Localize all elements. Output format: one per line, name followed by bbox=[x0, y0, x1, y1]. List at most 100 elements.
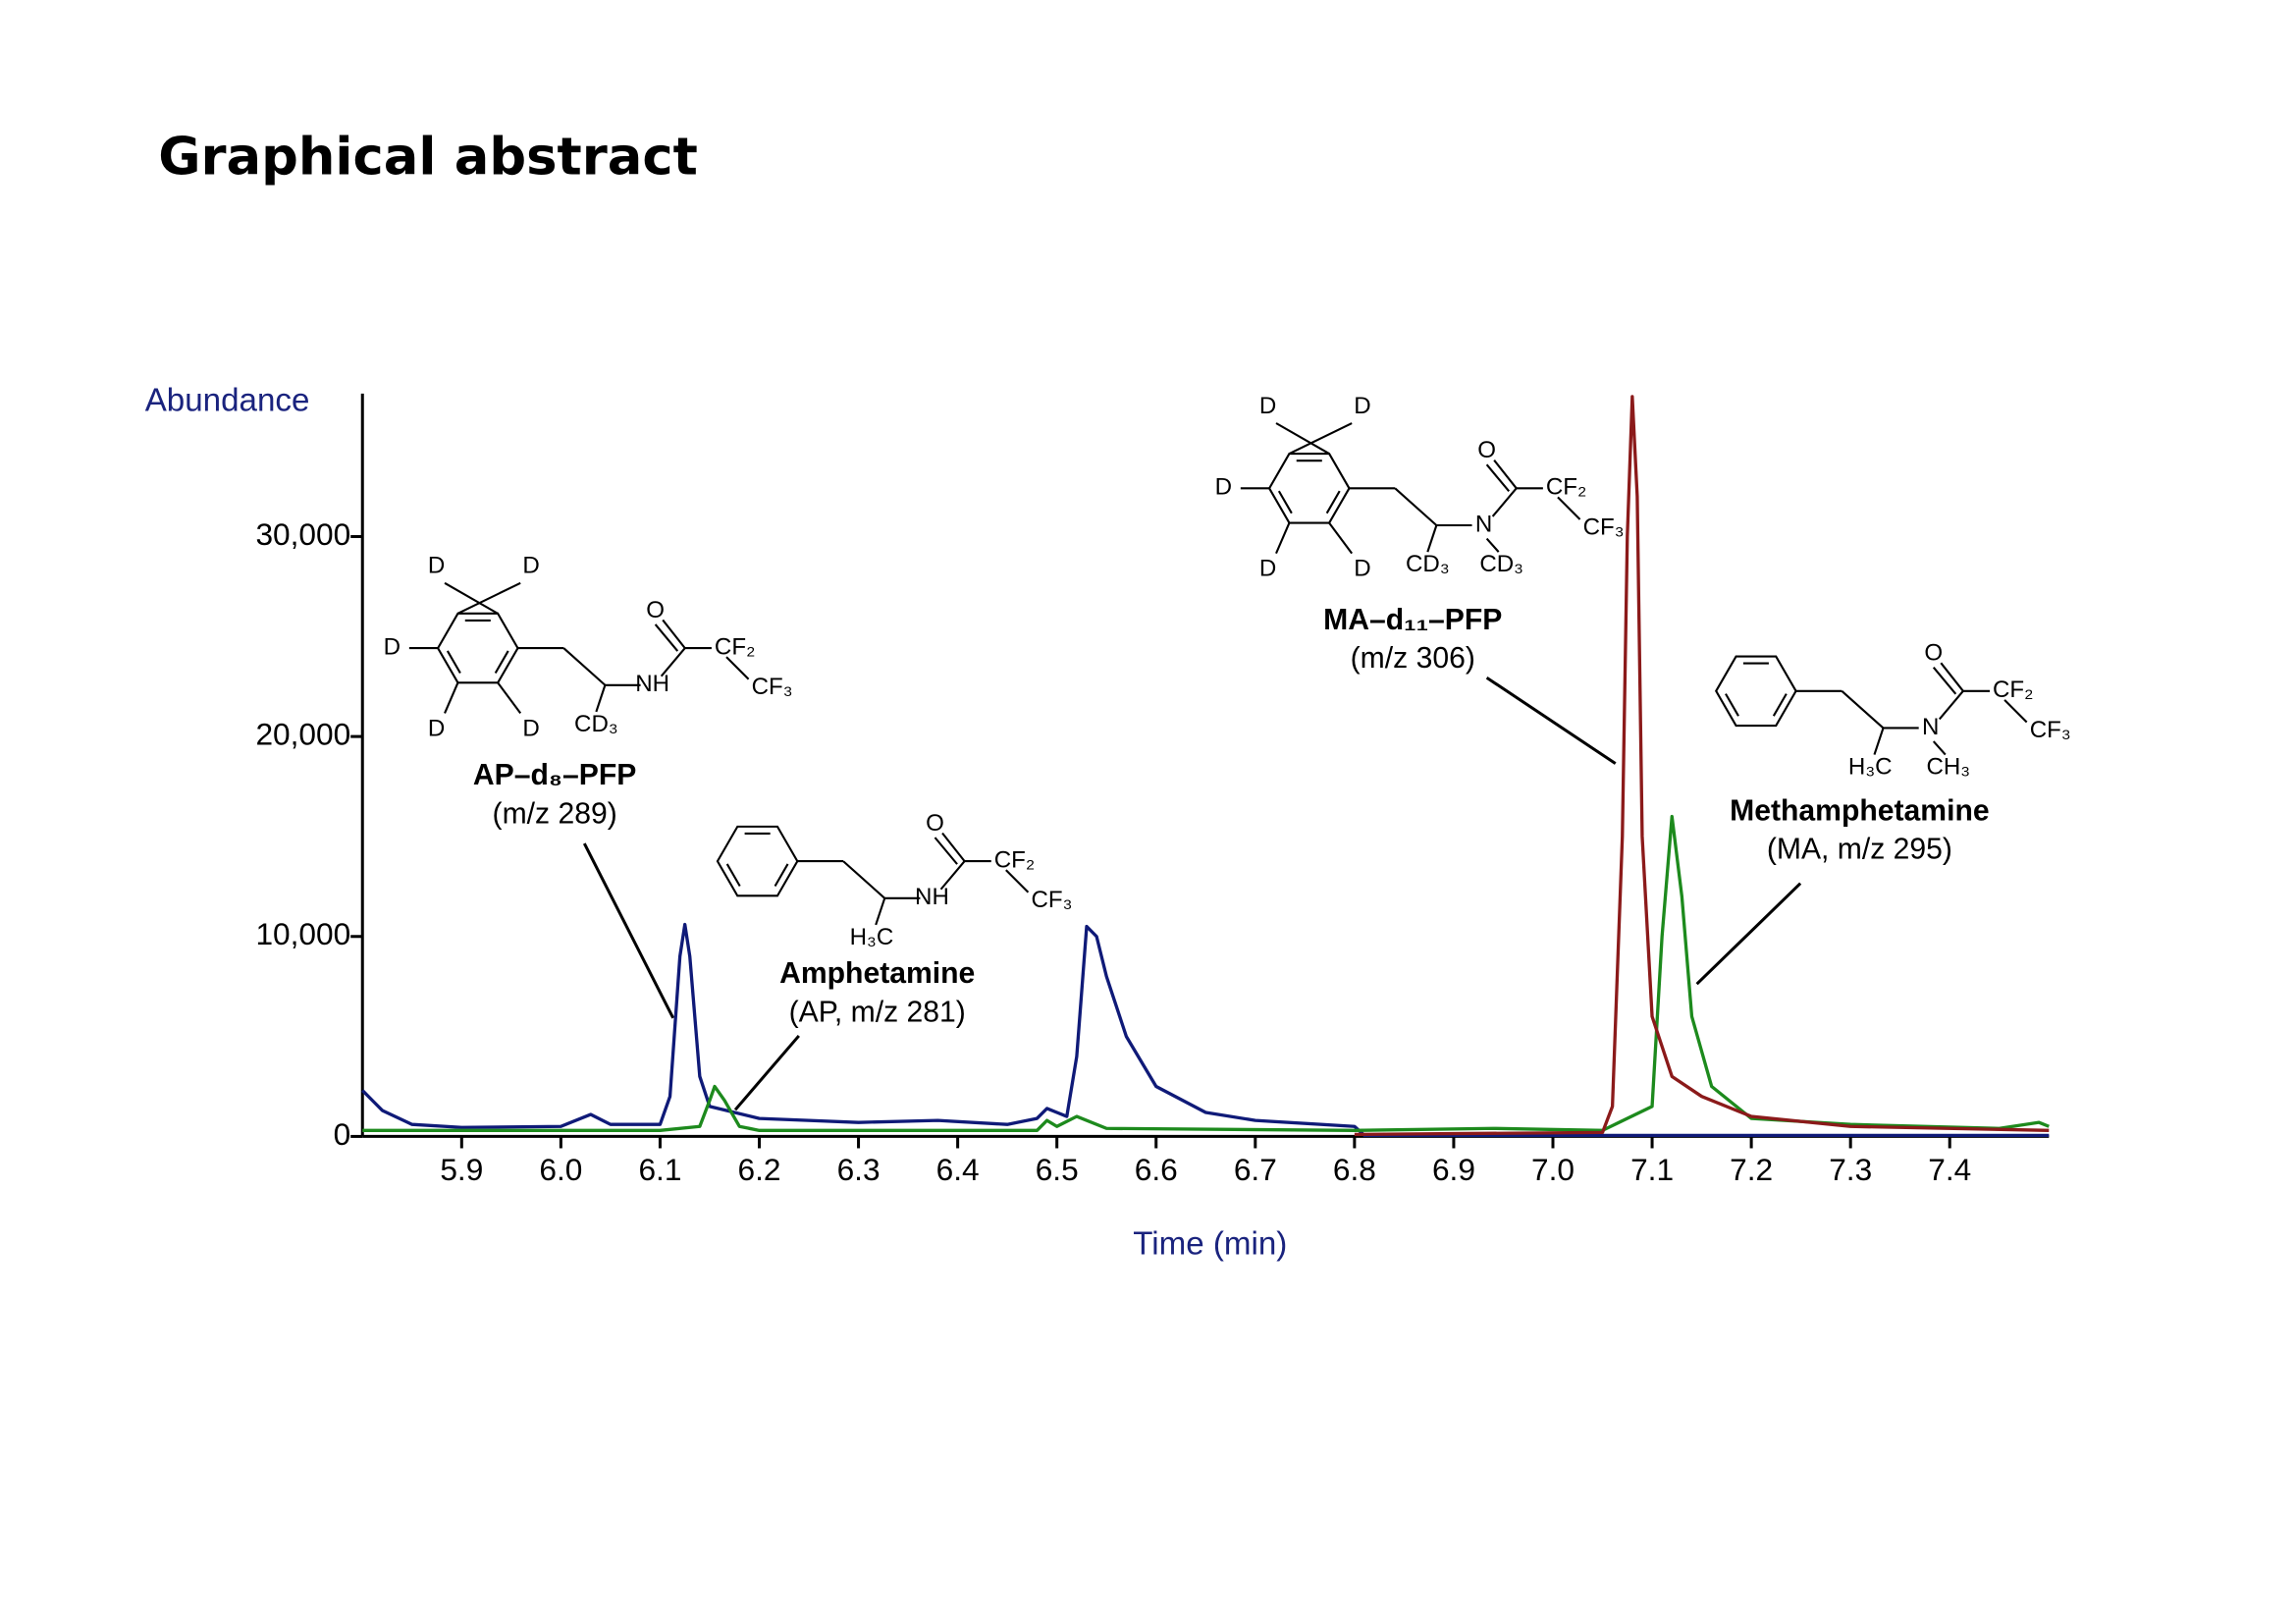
structure: Amphetamine (AP, m/z 281) O NH CF₂ CF₃ H₃C bbox=[716, 810, 1072, 1028]
atom-label: CF₂ bbox=[1546, 474, 1587, 501]
bond bbox=[1394, 487, 1438, 526]
x-tick-label: 7.1 bbox=[1630, 1152, 1674, 1187]
y-axis-label: Abundance bbox=[145, 383, 310, 419]
atom-label: CF₂ bbox=[715, 633, 756, 660]
x-tick-label: 6.5 bbox=[1036, 1152, 1079, 1187]
compound-detail: (m/z 306) bbox=[1351, 642, 1475, 675]
bond bbox=[941, 832, 966, 862]
x-tick-label: 6.7 bbox=[1234, 1152, 1277, 1187]
compound-name: Methamphetamine bbox=[1730, 794, 1989, 827]
x-tick-label: 7.3 bbox=[1829, 1152, 1872, 1187]
bond bbox=[1485, 463, 1511, 493]
bond bbox=[1938, 690, 1964, 721]
bond bbox=[1841, 690, 1885, 730]
atom-label: N bbox=[1922, 714, 1939, 740]
benzene-ring bbox=[716, 825, 799, 897]
bond bbox=[875, 897, 886, 926]
ring-double-bond bbox=[446, 650, 461, 674]
x-tick-label: 6.1 bbox=[638, 1152, 681, 1187]
x-tick-label: 6.9 bbox=[1432, 1152, 1475, 1187]
structure: Methamphetamine (MA, m/z 295) O N CF₂ CF₃ H₃C C… bbox=[1714, 639, 2071, 866]
atom-label: D bbox=[1354, 556, 1370, 582]
bond bbox=[595, 684, 607, 713]
leader-lines bbox=[582, 676, 1802, 1111]
x-tick-label: 6.6 bbox=[1135, 1152, 1178, 1187]
bond bbox=[1328, 521, 1354, 555]
bond bbox=[1873, 728, 1885, 755]
bond bbox=[444, 581, 499, 615]
x-tick-label: 6.0 bbox=[539, 1152, 582, 1187]
ring-double-bond bbox=[1725, 693, 1739, 717]
leader-line bbox=[733, 1034, 800, 1111]
x-tick-label: 5.9 bbox=[440, 1152, 483, 1187]
compound-detail: (MA, m/z 295) bbox=[1767, 834, 1952, 866]
atom-label: CF₃ bbox=[752, 674, 793, 700]
bond bbox=[1426, 524, 1438, 553]
ring-double-bond bbox=[725, 863, 741, 888]
x-tick-label: 6.2 bbox=[738, 1152, 781, 1187]
atom-label: D bbox=[522, 715, 539, 741]
atom-label: CF₃ bbox=[2030, 717, 2071, 743]
bond bbox=[497, 681, 522, 715]
bond bbox=[654, 623, 679, 652]
bond bbox=[1940, 662, 1964, 692]
series-line bbox=[361, 922, 2050, 1138]
bond bbox=[660, 647, 686, 677]
x-tick-label: 6.4 bbox=[936, 1152, 980, 1187]
atom-label: H₃C bbox=[850, 924, 894, 950]
bond bbox=[1275, 522, 1291, 555]
structure: MA–d₁₁–PFP (m/z 306) D D D D D O N CF₂ CF₃ CD₃ CD₃ bbox=[1215, 393, 1625, 675]
atom-label: CD₃ bbox=[1479, 551, 1523, 577]
ring-double-bond bbox=[1325, 490, 1341, 514]
atom-label: CF₃ bbox=[1031, 887, 1072, 913]
bond bbox=[562, 647, 607, 686]
atom-label: CF₂ bbox=[1993, 677, 2033, 703]
atom-label: CF₃ bbox=[1583, 514, 1625, 540]
x-tick-label: 6.3 bbox=[837, 1152, 881, 1187]
bond bbox=[1493, 460, 1518, 489]
ring-double-bond bbox=[494, 650, 509, 674]
compound-name: MA–d₁₁–PFP bbox=[1323, 604, 1502, 636]
atom-label: O bbox=[1924, 639, 1943, 666]
y-tick-label: 0 bbox=[334, 1116, 351, 1152]
atom-label: D bbox=[384, 633, 400, 660]
bond bbox=[1288, 422, 1353, 456]
x-tick-label: 7.2 bbox=[1730, 1152, 1773, 1187]
series-line bbox=[1354, 395, 2050, 1137]
bond bbox=[2003, 699, 2028, 724]
atom-label: CD₃ bbox=[574, 711, 618, 737]
bond bbox=[456, 581, 521, 615]
structure: AP–d₈–PFP (m/z 289) D D D D D O NH CF₂ CF₃ CD₃ bbox=[384, 553, 793, 831]
x-tick-label: 7.4 bbox=[1928, 1152, 1971, 1187]
atom-label: D bbox=[428, 715, 445, 741]
bond bbox=[939, 860, 966, 891]
ring-double-bond bbox=[774, 863, 789, 888]
atom-label: D bbox=[1354, 393, 1370, 419]
bond bbox=[842, 860, 885, 899]
atom-label: D bbox=[1215, 474, 1232, 501]
atom-label: CF₂ bbox=[994, 846, 1036, 873]
atom-label: NH bbox=[915, 884, 949, 910]
bond bbox=[444, 681, 459, 714]
atom-label: O bbox=[926, 810, 944, 837]
compound-name: Amphetamine bbox=[779, 957, 975, 990]
y-tick-label: 10,000 bbox=[255, 916, 350, 951]
compound-name: AP–d₈–PFP bbox=[473, 759, 636, 791]
leader-line bbox=[1485, 676, 1617, 765]
series-line bbox=[362, 814, 2050, 1132]
leader-line bbox=[1695, 882, 1802, 986]
y-tick-label: 30,000 bbox=[255, 516, 350, 552]
ring-double-bond bbox=[1772, 693, 1788, 717]
bond bbox=[1557, 496, 1581, 520]
compound-detail: (m/z 289) bbox=[493, 797, 617, 830]
bond bbox=[1485, 537, 1500, 553]
x-tick-label: 6.8 bbox=[1333, 1152, 1376, 1187]
atom-label: NH bbox=[635, 671, 669, 697]
x-tick-label: 7.0 bbox=[1531, 1152, 1575, 1187]
atom-label: D bbox=[1259, 556, 1276, 582]
bond bbox=[1005, 869, 1030, 893]
atom-label: CH₃ bbox=[1926, 754, 1970, 781]
